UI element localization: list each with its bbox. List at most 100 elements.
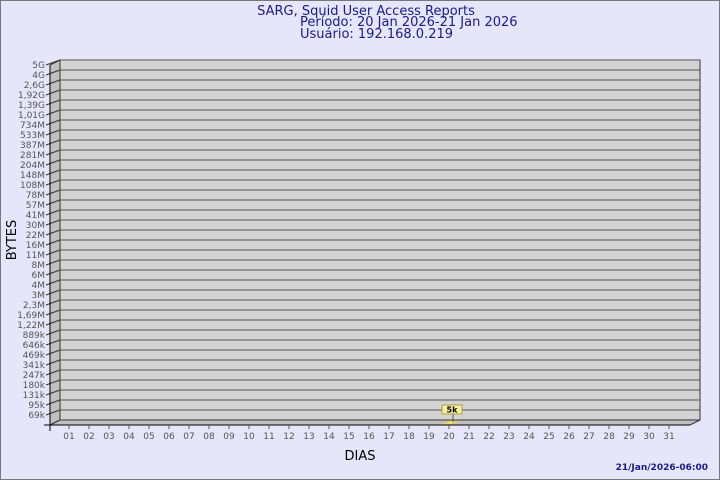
y-tick [45, 219, 61, 226]
x-tick-label: 25 [543, 432, 554, 442]
y-tick-label: 204M [20, 161, 45, 171]
y-tick [45, 269, 61, 276]
y-tick [45, 349, 61, 356]
x-tick-label: 19 [423, 432, 435, 442]
y-tick-label: 4M [32, 281, 46, 291]
y-tick [45, 359, 61, 366]
x-tick-label: 31 [663, 432, 674, 442]
x-tick-label: 16 [363, 432, 375, 442]
y-tick [45, 299, 61, 306]
x-tick-label: 14 [323, 432, 335, 442]
y-tick [45, 179, 61, 186]
y-tick-label: 734M [20, 121, 45, 131]
y-tick-label: 16M [26, 241, 45, 251]
y-tick-label: 6M [32, 271, 46, 281]
y-tick [45, 289, 61, 296]
x-tick-label: 04 [123, 432, 135, 442]
y-tick-label: 341k [23, 361, 46, 371]
y-tick-label: 533M [20, 131, 45, 141]
x-tick-label: 20 [443, 432, 455, 442]
x-tick-label: 27 [583, 432, 594, 442]
x-tick-label: 13 [303, 432, 314, 442]
x-tick-label: 24 [523, 432, 535, 442]
chart-footer-timestamp: 21/Jan/2026-06:00 [616, 463, 708, 473]
y-tick-label: 1,92G [18, 91, 45, 101]
y-tick-label: 131k [23, 391, 46, 401]
y-tick-label: 1,39G [18, 101, 45, 111]
y-tick-label: 108M [20, 181, 45, 191]
x-tick-label: 29 [623, 432, 635, 442]
y-tick-label: 5G [32, 61, 45, 71]
y-tick [45, 379, 61, 386]
y-tick [45, 199, 61, 206]
x-tick-label: 01 [63, 432, 74, 442]
floor [49, 419, 701, 426]
y-tick [45, 279, 61, 286]
y-tick [45, 259, 61, 266]
y-tick [45, 169, 61, 176]
x-tick-label: 11 [263, 432, 274, 442]
bar [442, 420, 459, 425]
y-tick [45, 239, 61, 246]
x-axis-label: DIAS [345, 449, 376, 464]
y-tick-label: 281M [20, 151, 45, 161]
y-tick-label: 41M [26, 211, 45, 221]
y-tick-label: 469k [23, 351, 46, 361]
y-tick [45, 119, 61, 126]
y-tick [45, 59, 61, 66]
data-label: 5k [447, 406, 459, 415]
y-tick [45, 399, 61, 406]
x-tick-label: 30 [643, 432, 655, 442]
y-tick-label: 148M [20, 171, 45, 181]
y-tick-label: 646k [23, 341, 46, 351]
y-tick-label: 22M [26, 231, 45, 241]
y-tick-label: 889k [23, 331, 46, 341]
y-tick [45, 149, 61, 156]
chart-period: Período: 20 Jan 2026-21 Jan 2026 [300, 15, 518, 30]
y-tick [45, 159, 61, 166]
x-tick-label: 17 [383, 432, 394, 442]
y-tick [45, 109, 61, 116]
y-tick-label: 2,3M [23, 301, 45, 311]
y-tick [45, 249, 61, 256]
y-tick-label: 1,01G [18, 111, 45, 121]
x-tick-label: 21 [463, 432, 474, 442]
y-tick [45, 389, 61, 396]
y-tick-label: 30M [26, 221, 45, 231]
x-tick-label: 22 [483, 432, 494, 442]
x-tick-label: 07 [183, 432, 194, 442]
y-tick-label: 78M [26, 191, 45, 201]
y-tick-label: 180k [23, 381, 46, 391]
x-tick-label: 02 [83, 432, 94, 442]
y-tick-label: 4G [32, 71, 45, 81]
y-tick-label: 1,69M [17, 311, 45, 321]
y-tick [45, 89, 61, 96]
y-tick-label: 8M [32, 261, 46, 271]
x-tick-label: 06 [163, 432, 175, 442]
y-tick [45, 69, 61, 76]
y-tick-label: 387M [20, 141, 45, 151]
x-tick-label: 12 [283, 432, 294, 442]
data-label-box [441, 404, 463, 415]
y-tick [45, 369, 61, 376]
y-tick-label: 1,22M [17, 321, 45, 331]
x-tick-label: 05 [143, 432, 154, 442]
x-tick-label: 10 [243, 432, 255, 442]
y-tick-label: 2,6G [24, 81, 45, 91]
x-tick-label: 09 [223, 432, 235, 442]
x-tick-label: 26 [563, 432, 575, 442]
y-tick-label: 95k [28, 401, 45, 411]
y-axis-label: BYTES [5, 220, 20, 261]
y-tick [45, 189, 61, 196]
x-tick-label: 08 [203, 432, 215, 442]
y-tick [45, 229, 61, 236]
y-tick [45, 129, 61, 136]
x-tick-label: 23 [503, 432, 514, 442]
y-tick-label: 57M [26, 201, 45, 211]
x-tick-label: 03 [103, 432, 114, 442]
x-tick-label: 18 [403, 432, 415, 442]
y-tick [45, 99, 61, 106]
y-tick [45, 309, 61, 316]
y-tick [45, 409, 61, 416]
